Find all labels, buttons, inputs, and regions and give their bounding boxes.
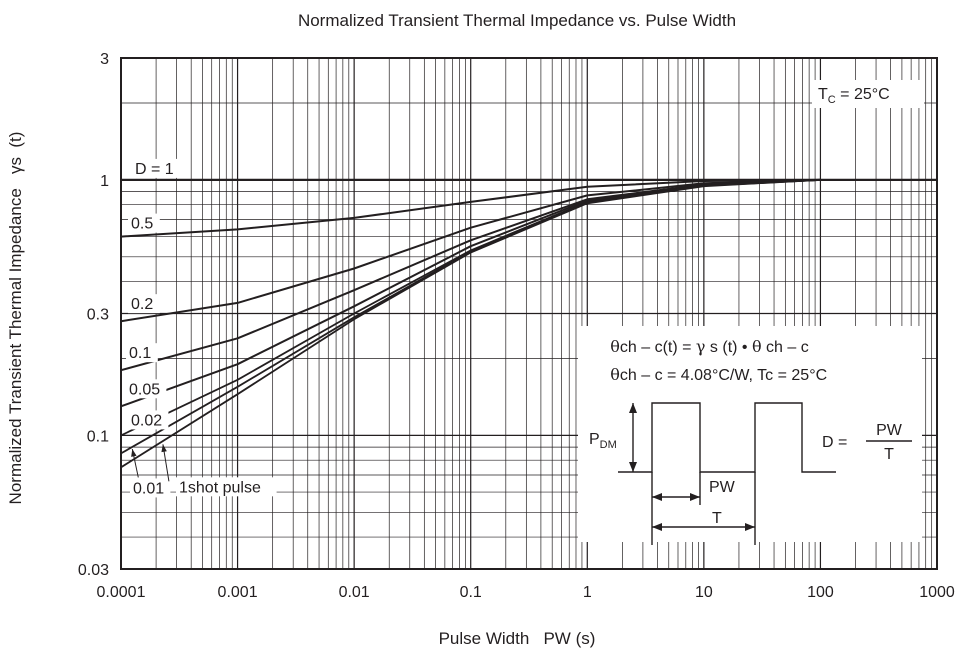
series-line: [120, 178, 821, 323]
x-tick-label: 100: [807, 584, 834, 601]
x-tick-label: 0.1: [460, 584, 482, 601]
y-tick-label: 0.03: [78, 562, 109, 579]
x-tick-label: 1000: [919, 584, 955, 601]
y-tick-label: 1: [100, 173, 109, 190]
t-label: T: [712, 510, 722, 527]
formula-line-2: θch – c = 4.08°C/W, Tc = 25°C: [588, 365, 840, 384]
tc-label-bg: [812, 80, 924, 108]
pdm-arrow-head-top: [629, 403, 637, 413]
series-label: 1shot pulse: [179, 479, 261, 496]
series-label-bg: [128, 213, 160, 233]
x-tick-label: 10: [695, 584, 713, 601]
series-label-bg: [176, 477, 277, 497]
series-label-bg: [126, 343, 158, 363]
series-labels: D = 1 0.5 0.2 0.1 0.05 0.02 0.01 1shot pulse: [126, 158, 277, 498]
leader-arrowhead: [131, 448, 137, 457]
y-tick-label: 3: [100, 51, 109, 68]
plot-border: [120, 57, 938, 570]
series-label-bg: [132, 158, 181, 178]
duty-numerator: PW: [876, 422, 903, 439]
series-line: [120, 178, 821, 372]
x-tick-label: 0.001: [218, 584, 258, 601]
pw-arrow-head-left: [652, 493, 662, 501]
pdm-arrow-head-bottom: [629, 462, 637, 472]
pdm-label: PDM: [589, 431, 617, 451]
series-lines: [120, 178, 937, 469]
y-axis-label: Normalized Transient Thermal Impedance γ…: [6, 132, 25, 505]
series-label: 0.02: [131, 412, 162, 429]
pulse-waveform: [618, 402, 836, 473]
series-label: 0.01: [133, 480, 164, 497]
chart-title: Normalized Transient Thermal Impedance v…: [298, 11, 736, 30]
formula-line-1: θch – c(t) = γ s (t) • θ ch – c: [588, 337, 822, 356]
t-arrow-head-left: [652, 523, 662, 531]
series-label-bg: [128, 410, 169, 430]
series-label-bg: [126, 379, 167, 399]
series-line: [120, 179, 821, 469]
duty-denominator: T: [884, 446, 894, 463]
inset-panel: [578, 326, 922, 542]
tick-labels: 0.0001 0.001 0.01 0.1 1 10 100 1000 0.03 0.1 0.3 1 3: [78, 51, 955, 601]
pulse-diagram: [618, 402, 912, 545]
series-line: [120, 178, 821, 238]
y-tick-label: 0.1: [87, 428, 109, 445]
pw-arrow-head-right: [690, 493, 700, 501]
duty-lhs: D =: [822, 434, 852, 451]
x-axis-label: Pulse Width PW (s): [439, 629, 596, 648]
x-tick-label: 0.01: [339, 584, 370, 601]
y-tick-label: 0.3: [87, 307, 109, 324]
x-tick-label: 0.0001: [97, 584, 146, 601]
series-label: 0.5: [131, 216, 153, 233]
series-label-bg: [130, 478, 171, 498]
pw-label: PW: [709, 479, 736, 496]
series-label: 0.1: [129, 345, 151, 362]
x-tick-label: 1: [583, 584, 592, 601]
leader-arrowhead: [161, 444, 167, 453]
series-label-bg: [128, 294, 160, 314]
series-label: 0.2: [131, 296, 153, 313]
series-label: D = 1: [135, 161, 174, 178]
t-arrow-head-right: [745, 523, 755, 531]
tc-annotation: TC = 25°C: [818, 86, 890, 106]
series-label: 0.05: [129, 381, 160, 398]
